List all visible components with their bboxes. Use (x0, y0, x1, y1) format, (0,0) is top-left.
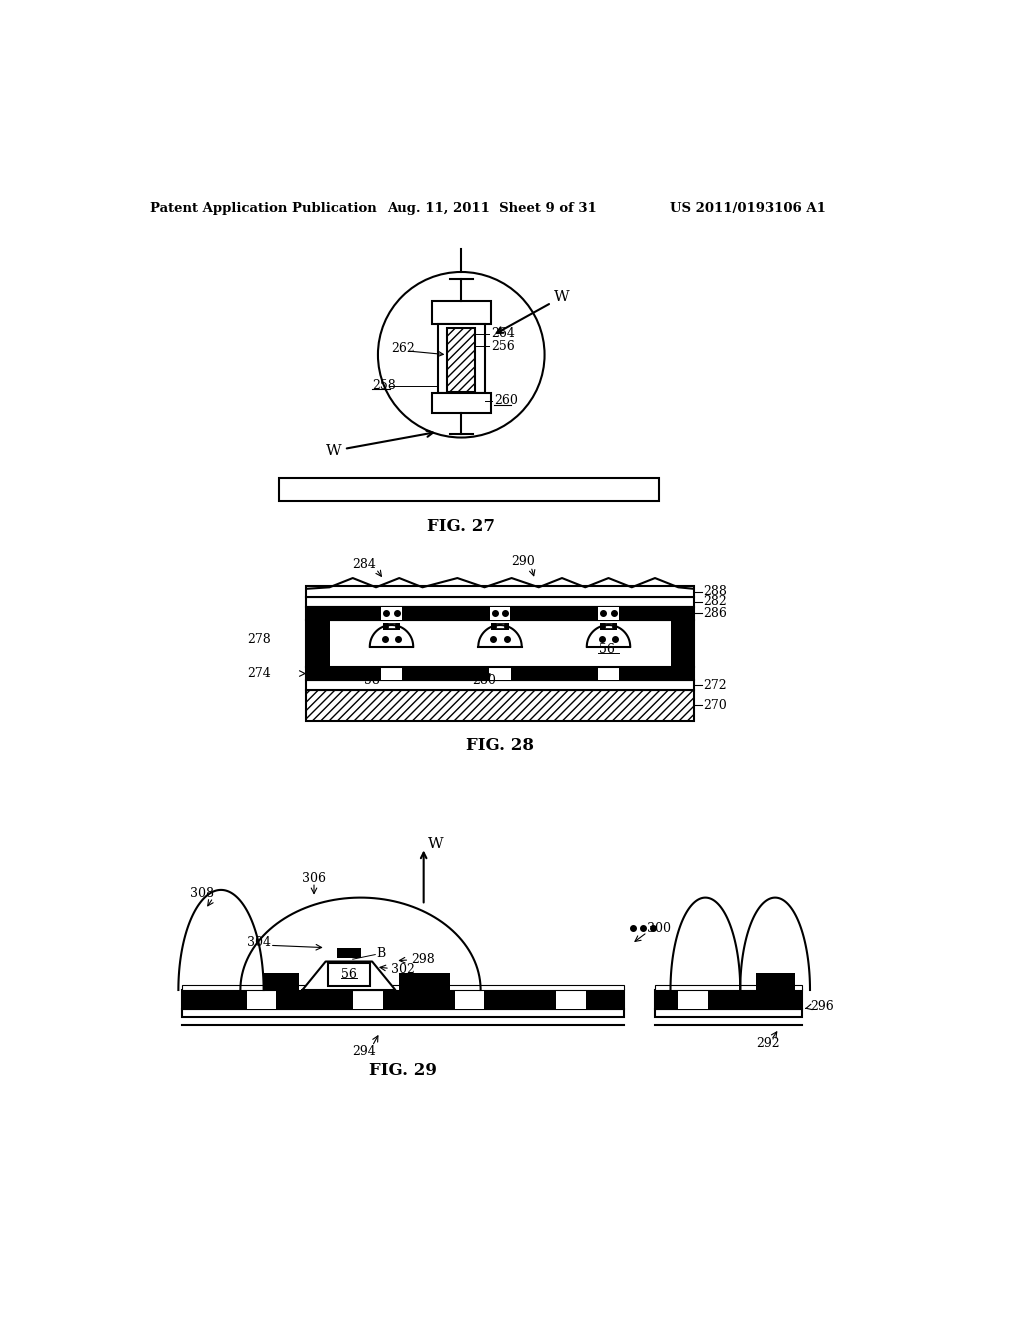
Bar (280, 478, 658, 502)
Bar (438, 323, 484, 393)
Text: FIG. 27: FIG. 27 (427, 517, 496, 535)
Text: Patent Application Publication: Patent Application Publication (151, 202, 377, 215)
Bar (496, 623, 504, 628)
Bar (447, 327, 475, 392)
Bar (432, 301, 490, 323)
Bar (600, 623, 617, 631)
Bar (182, 1010, 624, 1016)
Bar (328, 964, 371, 986)
Text: 272: 272 (703, 678, 727, 692)
Bar (432, 393, 490, 412)
Text: 308: 308 (190, 887, 214, 900)
Text: 298: 298 (411, 953, 434, 966)
Bar (655, 1010, 802, 1016)
Text: 256: 256 (490, 339, 514, 352)
Text: 260: 260 (494, 395, 518, 408)
Bar (306, 586, 693, 598)
Text: 262: 262 (391, 342, 416, 355)
Text: B: B (376, 946, 385, 960)
Text: 278: 278 (248, 634, 271, 647)
Bar (455, 990, 484, 1010)
Polygon shape (302, 961, 395, 990)
Text: W: W (326, 430, 433, 458)
Text: 288: 288 (703, 585, 727, 598)
Text: FIG. 29: FIG. 29 (370, 1063, 437, 1080)
Bar (306, 620, 693, 667)
Text: 304: 304 (248, 936, 271, 949)
Bar (381, 667, 402, 681)
Bar (492, 623, 509, 631)
Bar (388, 623, 395, 628)
Bar (556, 990, 586, 1010)
Bar (598, 667, 620, 681)
Text: US 2011/0193106 A1: US 2011/0193106 A1 (670, 202, 826, 215)
Text: 292: 292 (756, 1038, 779, 1051)
Text: 296: 296 (810, 1001, 834, 1014)
Bar (306, 607, 693, 620)
Text: 264: 264 (490, 327, 515, 341)
Bar (306, 667, 693, 681)
Text: 56: 56 (599, 643, 614, 656)
Bar (489, 667, 511, 681)
Text: 282: 282 (703, 595, 727, 609)
Bar (399, 973, 450, 990)
Bar (489, 607, 510, 620)
Bar (306, 598, 693, 607)
Text: 280: 280 (472, 675, 497, 686)
Bar (655, 990, 802, 1010)
Text: W: W (497, 290, 570, 333)
Text: W: W (428, 837, 443, 850)
Text: FIG. 28: FIG. 28 (466, 737, 534, 754)
Text: 274: 274 (248, 667, 271, 680)
Bar (671, 620, 693, 667)
Text: 306: 306 (302, 871, 326, 884)
Text: 56: 56 (341, 968, 356, 981)
Text: 300: 300 (647, 921, 672, 935)
Bar (383, 623, 400, 631)
Text: 258: 258 (372, 379, 396, 392)
Bar (182, 990, 624, 1010)
Text: 286: 286 (703, 607, 727, 620)
Bar (182, 985, 624, 990)
Bar (247, 990, 276, 1010)
Bar (306, 681, 693, 689)
Bar (598, 607, 618, 620)
Bar (678, 990, 708, 1010)
Text: 58: 58 (365, 675, 380, 686)
Bar (655, 985, 802, 990)
Text: 294: 294 (352, 1045, 376, 1059)
Text: 302: 302 (391, 962, 416, 975)
Text: 290: 290 (511, 554, 536, 568)
Bar (337, 948, 360, 958)
Bar (353, 990, 383, 1010)
Bar (306, 620, 330, 667)
Bar (306, 689, 693, 721)
Bar (381, 607, 401, 620)
Bar (263, 973, 299, 990)
Bar (756, 973, 795, 990)
Text: 270: 270 (703, 698, 727, 711)
Text: Aug. 11, 2011  Sheet 9 of 31: Aug. 11, 2011 Sheet 9 of 31 (387, 202, 597, 215)
Text: 284: 284 (352, 557, 376, 570)
Bar (604, 623, 612, 628)
